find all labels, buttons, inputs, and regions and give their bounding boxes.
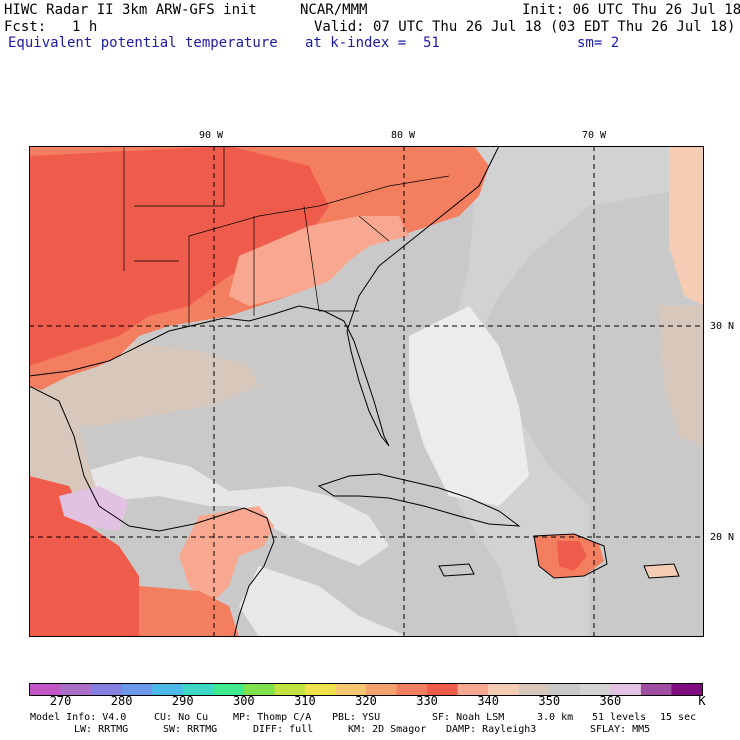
colorbar-cell (30, 684, 62, 695)
colorbar-cell (640, 684, 672, 695)
atlantic-light-zone (439, 146, 704, 637)
state-border-7 (303, 205, 320, 312)
colorbar-cell (610, 684, 642, 695)
footer-timestep: 15 sec (660, 712, 697, 723)
lon-label-80w: 80 W (391, 130, 416, 141)
colorbar-cell (91, 684, 123, 695)
lat-label-30n: 30 N (710, 321, 735, 332)
lon-label-70w: 70 W (582, 130, 607, 141)
init-time: Init: 06 UTC Thu 26 Jul 18 (522, 2, 740, 18)
hispaniola-outline (533, 533, 608, 579)
cuba-outline (317, 473, 521, 527)
footer-sflay: SFLAY: MM5 (590, 724, 651, 735)
smoothing-value: sm= 2 (577, 35, 620, 51)
us-hot-land (29, 146, 329, 366)
se-us-pink-land (229, 216, 409, 306)
colorbar-tick-label: 310 (294, 694, 316, 708)
state-border-9 (358, 215, 390, 242)
forecast-label: Fcst: (4, 19, 47, 35)
colorbar-cell (182, 684, 214, 695)
colorbar-cell (304, 684, 336, 695)
colorbar (29, 683, 703, 696)
colorbar-cell (121, 684, 153, 695)
lat-label-20n: 20 N (710, 532, 735, 543)
footer-model-info: Model Info: V4.0 (30, 712, 127, 723)
yucatan-pink-land (179, 506, 274, 606)
colorbar-tick-label: 300 (232, 694, 255, 708)
footer-pbl: PBL: YSU (332, 712, 381, 723)
model-title: HIWC Radar II 3km ARW-GFS init (4, 2, 257, 18)
footer-km: KM: 2D Smagor (348, 724, 427, 735)
colorbar-unit: K (698, 694, 706, 708)
us-atlantic-coastline (346, 146, 500, 332)
colorbar-cell (549, 684, 581, 695)
level-index: at k-index = 51 (305, 35, 440, 51)
colorbar-tick-label: 280 (110, 694, 133, 708)
state-border-5 (188, 175, 450, 237)
colorbar-cell (457, 684, 489, 695)
colorbar-cell (243, 684, 275, 695)
colorbar-frame (29, 683, 703, 696)
footer-lw: LW: RRTMG (74, 724, 129, 735)
colorbar-tick-label: 340 (477, 694, 500, 708)
footer-resolution: 3.0 km (537, 712, 574, 723)
footer-mp: MP: Thomp C/A (233, 712, 312, 723)
colorbar-cell (396, 684, 428, 695)
state-border-2 (134, 146, 225, 207)
colorbar-tick-label: 330 (416, 694, 438, 708)
colorbar-cell (518, 684, 550, 695)
bahamas-pale-zone (409, 306, 529, 506)
footer-diff: DIFF: full (253, 724, 314, 735)
east-edge-tan (659, 306, 704, 446)
footer-cu: CU: No Cu (154, 712, 209, 723)
florida-neutral (349, 256, 399, 436)
forecast-hour: 1 h (72, 19, 98, 35)
colorbar-cell (427, 684, 459, 695)
field-name: Equivalent potential temperature (8, 35, 278, 51)
yucatan-pale-band (239, 566, 409, 637)
colorbar-cell (213, 684, 245, 695)
colorbar-cell (335, 684, 367, 695)
colorbar-tick-label: 360 (599, 694, 622, 708)
map-frame (29, 146, 704, 637)
mexico-purple-zone (59, 486, 129, 531)
puerto-rico-outline (643, 563, 680, 579)
colorbar-cell (579, 684, 611, 695)
colorbar-cell (152, 684, 184, 695)
colorbar-tick-label: 270 (49, 694, 72, 708)
colorbar-cell (488, 684, 520, 695)
footer-levels: 51 levels (592, 712, 647, 723)
colorbar-cell (671, 684, 703, 695)
colorbar-cell (274, 684, 306, 695)
colorbar-tick-label: 320 (355, 694, 377, 708)
mexico-gulf-coastline (29, 385, 268, 532)
footer-sw: SW: RRTMG (163, 724, 218, 735)
colorbar-tick-label: 350 (538, 694, 561, 708)
hispaniola-hot (557, 541, 587, 571)
footer-damp: DAMP: Rayleigh3 (446, 724, 537, 735)
organization-label: NCAR/MMM (300, 2, 368, 18)
jamaica-outline (438, 563, 475, 577)
gulf-pale-band (69, 456, 389, 566)
puerto-rico-pink (644, 564, 679, 578)
valid-time: Valid: 07 UTC Thu 26 Jul 18 (03 EDT Thu … (314, 19, 736, 35)
lon-label-90w: 90 W (199, 130, 224, 141)
theta-e-map (29, 146, 704, 637)
mexico-warm-land (29, 476, 139, 637)
east-edge-pink (669, 146, 704, 306)
footer-sf: SF: Noah LSM (432, 712, 505, 723)
colorbar-cell (366, 684, 398, 695)
us-gulf-coastline (29, 305, 390, 447)
colorbar-tick-label: 290 (171, 694, 194, 708)
colorbar-cell (60, 684, 92, 695)
